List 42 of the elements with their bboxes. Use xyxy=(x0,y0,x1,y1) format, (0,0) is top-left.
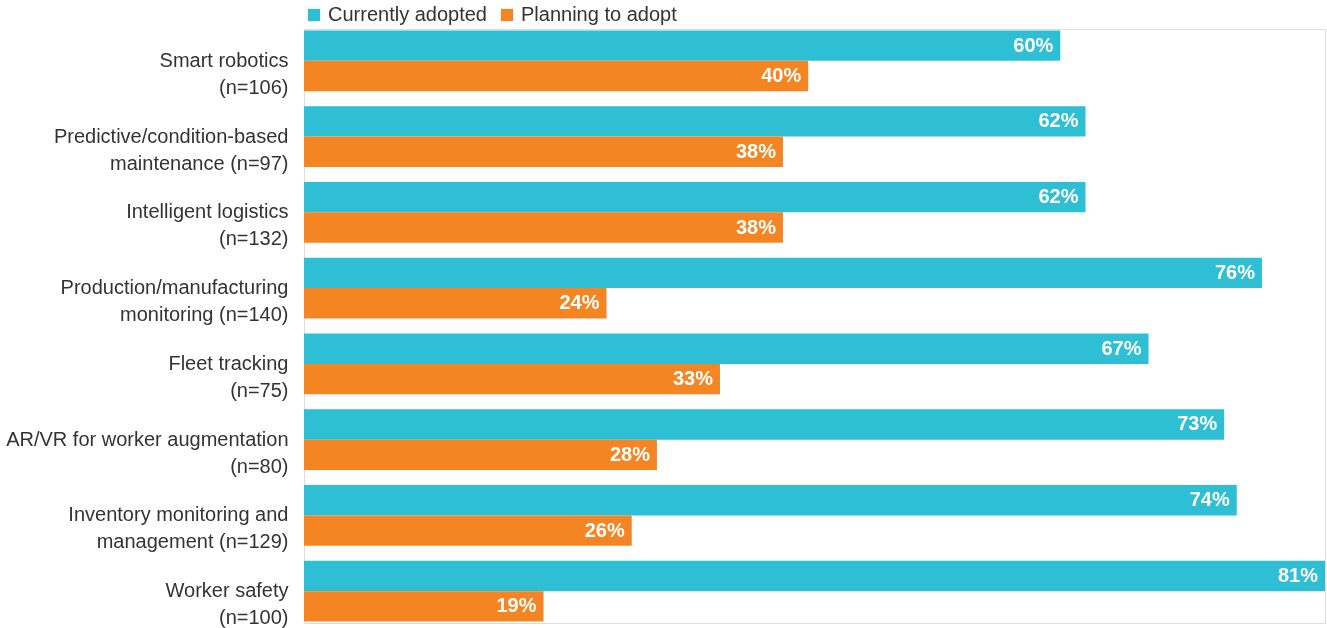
y-tick-label: Worker safety (n=100) xyxy=(165,579,289,628)
y-tick-label: Inventory monitoring and management (n=129) xyxy=(68,503,289,553)
bar xyxy=(304,485,1237,516)
data-label: 73% xyxy=(1177,412,1218,435)
bar xyxy=(304,212,783,243)
data-label: 76% xyxy=(1214,260,1256,283)
bar xyxy=(304,560,1325,592)
bar xyxy=(304,363,720,395)
data-label: 19% xyxy=(496,594,537,617)
bar xyxy=(304,60,809,92)
data-label: 33% xyxy=(672,367,714,390)
data-label: 26% xyxy=(584,518,625,541)
bar xyxy=(304,106,1086,137)
bar xyxy=(304,515,632,546)
data-label: 62% xyxy=(1038,185,1079,208)
bar xyxy=(304,136,783,167)
data-label: 67% xyxy=(1101,336,1142,359)
legend-label: Currently adopted xyxy=(328,3,487,25)
bar xyxy=(304,439,657,470)
data-label: 81% xyxy=(1277,564,1319,587)
data-label: 60% xyxy=(1013,33,1054,56)
data-label: 38% xyxy=(735,215,777,238)
data-label: 74% xyxy=(1189,488,1230,511)
y-tick-label: Fleet tracking (n=75) xyxy=(168,351,289,401)
data-label: 24% xyxy=(559,291,600,314)
bar xyxy=(304,333,1149,364)
bar xyxy=(304,182,1086,213)
data-label: 38% xyxy=(735,139,777,162)
legend-label: Planning to adopt xyxy=(521,3,678,25)
data-label: 40% xyxy=(761,63,802,86)
bar xyxy=(304,257,1262,289)
data-label: 62% xyxy=(1038,109,1079,132)
y-tick-label: Smart robotics (n=106) xyxy=(159,48,289,98)
y-tick-label: Production/manufacturing monitoring (n=140) xyxy=(60,276,289,326)
y-tick-label: Intelligent logistics (n=132) xyxy=(126,200,289,250)
y-tick-label: Predictive/condition-based maintenance (n=97) xyxy=(53,124,289,174)
bar xyxy=(304,30,1061,61)
y-tick-label: AR/VR for worker augmentation (n=80) xyxy=(6,427,289,477)
bar xyxy=(304,409,1225,440)
bar xyxy=(304,288,607,319)
bar xyxy=(304,591,544,622)
data-label: 28% xyxy=(609,442,651,465)
